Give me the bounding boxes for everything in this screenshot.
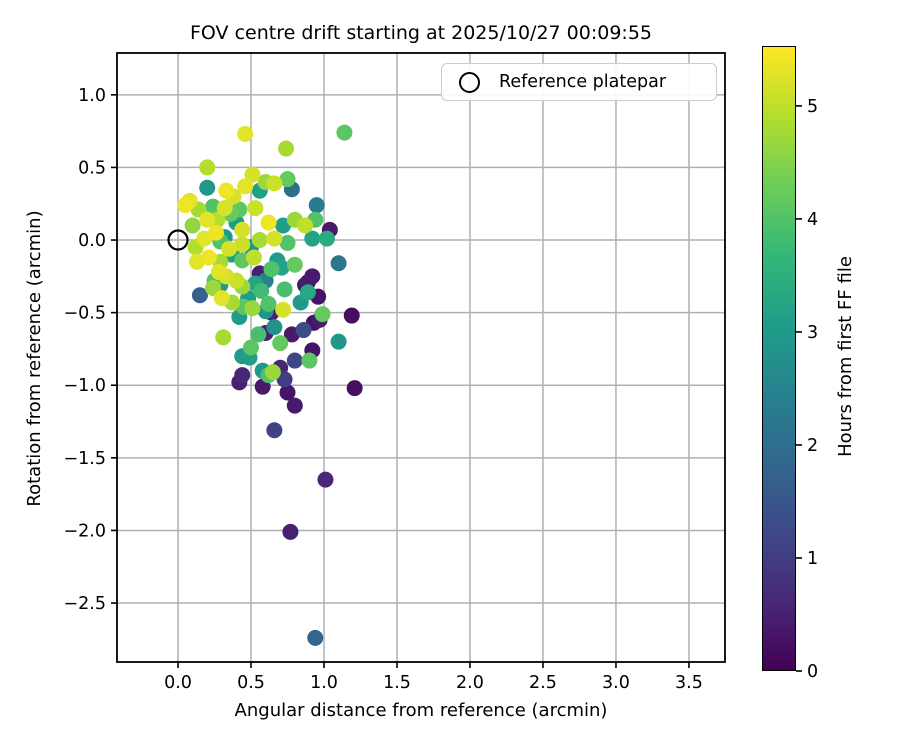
scatter-point	[245, 249, 262, 266]
scatter-point	[266, 230, 283, 247]
scatter-point	[278, 140, 295, 157]
scatter-point	[234, 236, 251, 253]
scatter-point	[200, 249, 217, 266]
scatter-point	[318, 230, 335, 247]
scatter-point	[247, 200, 264, 217]
x-tick-label: 0.5	[237, 673, 265, 693]
scatter-point	[330, 333, 347, 350]
scatter-point	[237, 178, 254, 195]
scatter-point	[205, 198, 222, 215]
scatter-point	[215, 329, 232, 346]
y-tick-label: 0.5	[78, 158, 106, 178]
y-tick-label: −1.0	[64, 376, 107, 396]
legend-label: Reference platepar	[499, 72, 667, 92]
scatter-point	[210, 263, 227, 280]
scatter-point	[260, 295, 277, 312]
scatter-point	[244, 300, 261, 317]
reference-platepar-marker-icon	[459, 71, 480, 93]
scatter-point	[199, 211, 216, 228]
scatter-point	[286, 397, 303, 414]
colorbar	[762, 46, 796, 671]
axes-spines	[116, 52, 726, 663]
scatter-point	[253, 282, 270, 299]
scatter-point	[276, 281, 293, 298]
scatter-point	[295, 322, 312, 339]
colorbar-tick-label: 3	[807, 323, 818, 343]
scatter-point	[286, 352, 303, 369]
x-tick-label: 1.5	[383, 673, 411, 693]
scatter-point	[279, 171, 296, 188]
scatter-point	[213, 290, 230, 307]
scatter-point	[191, 287, 208, 304]
scatter-point	[314, 306, 331, 323]
scatter-point	[343, 307, 360, 324]
scatter-point	[250, 326, 267, 343]
y-tick-label: −2.5	[64, 594, 107, 614]
scatter-point	[243, 339, 260, 356]
scatter-point	[279, 384, 296, 401]
x-tick-label: 3.5	[675, 673, 703, 693]
colorbar-label: Hours from first FF file	[835, 256, 856, 457]
scatter-point	[304, 230, 321, 247]
scatter-point	[266, 319, 283, 336]
reference-platepar-point	[167, 229, 189, 251]
chart-title: FOV centre drift starting at 2025/10/27 …	[189, 22, 653, 44]
colorbar-tick-label: 5	[807, 97, 818, 117]
x-tick-label: 3.0	[602, 673, 630, 693]
scatter-point	[216, 200, 233, 217]
y-tick-label: −2.0	[64, 521, 107, 541]
scatter-point	[276, 371, 293, 388]
scatter-point	[199, 179, 216, 196]
scatter-point	[221, 240, 238, 257]
scatter-point	[330, 255, 347, 272]
scatter-point	[184, 217, 201, 234]
scatter-point	[266, 175, 283, 192]
scatter-point	[308, 197, 325, 214]
colorbar-tick-label: 2	[807, 436, 818, 456]
scatter-point	[234, 367, 251, 384]
scatter-point	[266, 422, 283, 439]
colorbar-tick-label: 0	[807, 662, 818, 682]
scatter-point	[177, 197, 194, 214]
colorbar-tick-label: 1	[807, 549, 818, 569]
scatter-point	[263, 261, 280, 278]
y-tick-label: 1.0	[78, 86, 106, 106]
scatter-point	[297, 217, 314, 234]
scatter-point	[237, 126, 254, 143]
scatter-point	[317, 471, 334, 488]
scatter-point	[286, 256, 303, 273]
x-tick-label: 2.5	[529, 673, 557, 693]
scatter-point	[272, 335, 289, 352]
scatter-point	[260, 214, 277, 231]
x-tick-label: 1.0	[310, 673, 338, 693]
legend: Reference platepar	[441, 63, 717, 101]
scatter-point	[282, 523, 299, 540]
scatter-point	[279, 234, 296, 251]
y-tick-label: 0.0	[78, 231, 106, 251]
scatter-point	[301, 352, 318, 369]
scatter-point	[244, 166, 261, 183]
scatter-point	[336, 124, 353, 141]
y-tick-label: −0.5	[64, 304, 107, 324]
scatter-point	[299, 284, 316, 301]
x-axis-label: Angular distance from reference (arcmin)	[234, 700, 608, 721]
y-tick-label: −1.5	[64, 449, 107, 469]
x-tick-label: 0.0	[164, 673, 192, 693]
scatter-point	[264, 364, 281, 381]
scatter-point	[199, 159, 216, 176]
scatter-point	[275, 301, 292, 318]
scatter-point	[218, 182, 235, 199]
scatter-point	[234, 221, 251, 238]
x-tick-label: 2.0	[456, 673, 484, 693]
scatter-point	[346, 380, 363, 397]
colorbar-tick-label: 4	[807, 210, 818, 230]
scatter-point	[307, 629, 324, 646]
scatter-point	[207, 224, 224, 241]
scatter-point	[251, 232, 268, 249]
